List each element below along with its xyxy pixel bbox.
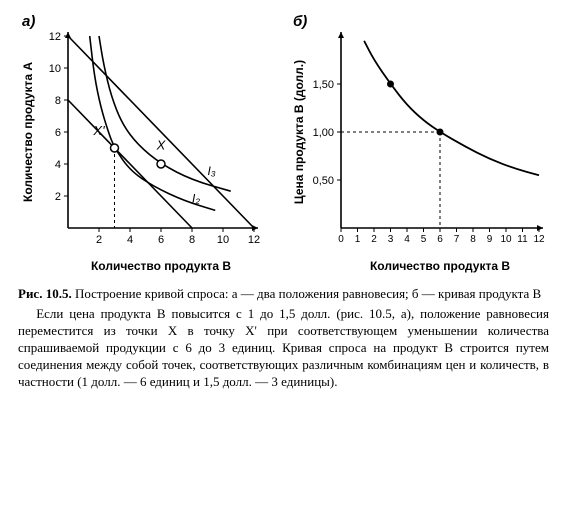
svg-text:7: 7	[454, 234, 460, 245]
svg-text:X': X'	[92, 123, 105, 138]
body-paragraph: Если цена продукта В повысится с 1 до 1,…	[18, 306, 549, 390]
svg-text:12: 12	[248, 234, 260, 246]
svg-text:0: 0	[338, 234, 344, 245]
svg-text:6: 6	[55, 127, 61, 139]
svg-text:1,00: 1,00	[313, 127, 334, 139]
svg-text:6: 6	[437, 234, 443, 245]
svg-text:11: 11	[517, 234, 528, 245]
svg-text:4: 4	[127, 234, 133, 246]
svg-text:12: 12	[49, 31, 61, 43]
svg-text:8: 8	[470, 234, 476, 245]
svg-text:а): а)	[22, 13, 35, 30]
svg-text:8: 8	[55, 95, 61, 107]
svg-text:1,50: 1,50	[313, 79, 334, 91]
charts-row: а)2468101224681012Количество продукта ВК…	[18, 8, 549, 278]
svg-text:Количество продукта В: Количество продукта В	[370, 259, 510, 273]
chart-b-cell: б)01234567891011120,501,001,50Количество…	[289, 8, 549, 278]
svg-text:2: 2	[371, 234, 377, 245]
chart-b: б)01234567891011120,501,001,50Количество…	[289, 8, 549, 278]
figure-caption: Рис. 10.5. Построение кривой спроса: а —…	[18, 286, 549, 302]
figure-caption-prefix: Рис. 10.5.	[18, 286, 72, 301]
svg-text:Количество продукта В: Количество продукта В	[91, 259, 231, 273]
svg-text:10: 10	[217, 234, 229, 246]
svg-text:I₂: I₂	[192, 191, 200, 205]
svg-text:0,50: 0,50	[313, 175, 334, 187]
svg-text:3: 3	[388, 234, 394, 245]
chart-a: а) 2 4 6 8 10 12 2 4 6 8 10 12 Количество продукта В К…	[18, 8, 268, 278]
svg-text:Цена продукта В (долл.): Цена продукта В (долл.)	[292, 60, 306, 204]
figure-caption-text: Построение кривой спроса: а — два положе…	[72, 286, 541, 301]
svg-text:X: X	[156, 138, 167, 153]
svg-text:10: 10	[500, 234, 512, 245]
svg-text:4: 4	[404, 234, 410, 245]
svg-text:2: 2	[96, 234, 102, 246]
chart-a-cell: а) 2 4 6 8 10 12 2 4 6 8 10 12 Количество продукта В К…	[18, 8, 268, 278]
svg-text:10: 10	[49, 63, 61, 75]
svg-text:б): б)	[293, 13, 307, 30]
svg-text:8: 8	[189, 234, 195, 246]
svg-text:1: 1	[355, 234, 361, 245]
svg-text:4: 4	[55, 159, 61, 171]
svg-text:2: 2	[55, 191, 61, 203]
svg-text:6: 6	[158, 234, 164, 246]
svg-text:5: 5	[421, 234, 427, 245]
svg-text:12: 12	[533, 234, 545, 245]
svg-text:Количество продукта А: Количество продукта А	[21, 62, 35, 202]
svg-text:9: 9	[487, 234, 493, 245]
svg-text:I₃: I₃	[208, 164, 216, 178]
page: а)2468101224681012Количество продукта ВК…	[0, 0, 567, 405]
